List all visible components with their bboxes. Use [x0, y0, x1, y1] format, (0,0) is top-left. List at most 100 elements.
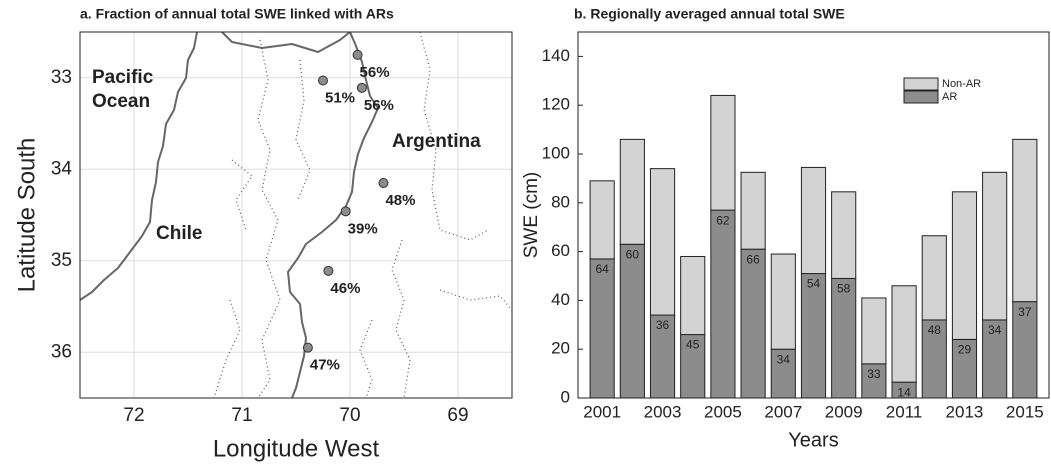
bar-percent-label: 58 [837, 282, 851, 296]
bar-percent-label: 54 [807, 277, 821, 291]
bar-percent-label: 62 [716, 213, 730, 227]
site-point [378, 177, 389, 188]
panel-title: b. Regionally averaged annual total SWE [574, 6, 845, 22]
bar-percent-label: 66 [746, 252, 760, 266]
bar-percent-label: 48 [928, 323, 942, 337]
y-tick-label: 36 [51, 341, 72, 362]
y-tick-label: 100 [542, 143, 570, 162]
plot-frame [577, 31, 1050, 399]
site-point [318, 75, 328, 86]
x-tick-label: 2007 [764, 402, 802, 421]
bar-segment [891, 285, 917, 383]
legend-swatch [903, 90, 939, 104]
panel-title: a. Fraction of annual total SWE linked w… [80, 6, 394, 22]
y-tick-label: 20 [551, 339, 570, 358]
x-tick-label: 69 [447, 405, 468, 426]
site-point [302, 342, 313, 353]
bar-segment [831, 277, 857, 399]
x-tick-label: 71 [231, 405, 252, 426]
region-label: Argentina [392, 131, 481, 152]
legend-label: Non-AR [942, 78, 981, 90]
x-tick-label: 2013 [946, 402, 984, 421]
rivers [213, 31, 513, 399]
legend-label: AR [942, 91, 957, 103]
y-tick-label: 0 [561, 387, 570, 406]
site-point [323, 265, 334, 276]
bar-percent-label: 14 [897, 385, 911, 399]
legend-swatch [903, 77, 939, 91]
bar-segment [740, 171, 766, 250]
y-axis-label: SWE (cm) [521, 172, 542, 259]
bar-segment [861, 363, 887, 399]
point-label: 48% [385, 192, 415, 209]
bar-segment [982, 171, 1008, 321]
point-label: 51% [325, 89, 355, 106]
bar-percent-label: 29 [958, 343, 972, 357]
bar-segment [770, 348, 796, 399]
bar-segment [982, 319, 1008, 399]
y-tick-label: 140 [542, 46, 570, 65]
coastline [79, 31, 198, 301]
bar-segment [800, 166, 827, 275]
site-point [352, 49, 363, 60]
y-tick-label: 33 [51, 67, 72, 88]
region-label: Chile [156, 223, 203, 244]
border-north [221, 31, 351, 53]
border [287, 31, 379, 399]
bar-segment [770, 253, 796, 350]
bar-percent-label: 36 [656, 318, 670, 332]
site-point [340, 206, 351, 217]
point-label: 56% [364, 97, 394, 114]
x-tick-label: 2005 [704, 402, 742, 421]
bar-percent-label: 34 [988, 323, 1002, 337]
bar-segment [1012, 138, 1038, 303]
bar-segment [649, 168, 676, 316]
plot-frame [79, 31, 513, 399]
x-tick-label: 2009 [825, 402, 863, 421]
site-point [356, 82, 367, 93]
bar-segment [589, 258, 615, 399]
map-geography [79, 31, 513, 399]
bar-segment [951, 338, 978, 399]
region-label: Pacific Ocean [92, 67, 154, 112]
x-tick-label: 2001 [583, 402, 621, 421]
x-tick-label: 2011 [886, 402, 923, 421]
x-axis-label: Longitude West [213, 435, 380, 462]
bar-percent-label: 37 [1018, 305, 1032, 319]
point-label: 56% [360, 64, 390, 81]
point-label: 47% [310, 357, 340, 374]
y-tick-label: 34 [51, 158, 73, 179]
bar-segment [710, 94, 736, 211]
bar-segment [921, 235, 947, 321]
point-label: 39% [348, 220, 378, 237]
x-tick-label: 70 [339, 405, 360, 426]
bar-segment [680, 255, 706, 336]
bar-segment [951, 191, 978, 340]
x-axis-label: Years [788, 429, 838, 451]
point-label: 46% [330, 280, 360, 297]
x-tick-label: 2003 [644, 402, 682, 421]
bar-percent-label: 34 [777, 352, 791, 366]
bar-segment [710, 209, 736, 399]
y-tick-label: 35 [51, 250, 72, 271]
bar-percent-label: 64 [595, 262, 609, 276]
bar-segment [589, 180, 615, 260]
bar-segment [861, 297, 887, 365]
bar-percent-label: 60 [626, 247, 640, 261]
x-tick-label: 72 [123, 405, 144, 426]
y-tick-label: 120 [542, 95, 570, 114]
y-tick-label: 40 [551, 290, 570, 309]
x-tick-label: 2015 [1006, 402, 1044, 421]
y-tick-label: 80 [551, 192, 570, 211]
bar-segment [740, 248, 766, 399]
bar-segment [619, 138, 645, 245]
y-axis-label: Latitude South [13, 138, 40, 293]
bar-percent-label: 45 [686, 338, 700, 352]
bar-percent-label: 33 [867, 367, 881, 381]
y-tick-label: 60 [551, 241, 570, 260]
bar-segment [649, 314, 676, 399]
bar-segment [831, 191, 857, 279]
bar-segment [800, 273, 827, 399]
